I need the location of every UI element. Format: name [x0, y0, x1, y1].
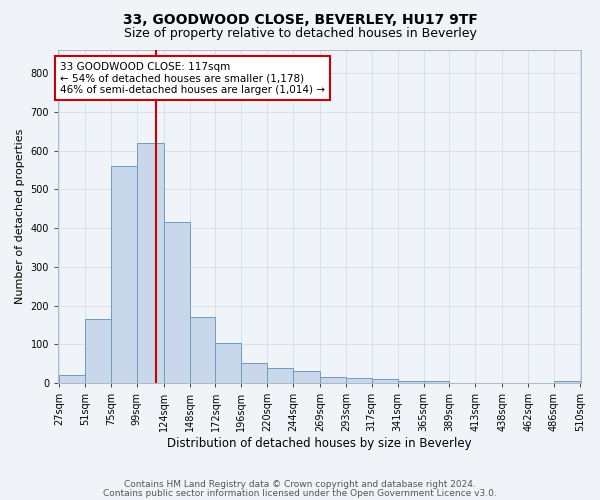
Bar — [293, 372, 320, 383]
Bar — [164, 222, 190, 383]
Bar — [241, 363, 267, 383]
Bar — [137, 143, 164, 383]
Bar — [267, 368, 293, 383]
Bar — [59, 376, 85, 383]
Y-axis label: Number of detached properties: Number of detached properties — [15, 129, 25, 304]
Bar — [190, 317, 215, 383]
Text: Size of property relative to detached houses in Beverley: Size of property relative to detached ho… — [124, 28, 476, 40]
Bar — [215, 343, 241, 383]
Text: Contains public sector information licensed under the Open Government Licence v3: Contains public sector information licen… — [103, 488, 497, 498]
Bar — [424, 382, 449, 383]
Text: 33 GOODWOOD CLOSE: 117sqm
← 54% of detached houses are smaller (1,178)
46% of se: 33 GOODWOOD CLOSE: 117sqm ← 54% of detac… — [60, 62, 325, 95]
Bar — [398, 381, 424, 383]
Bar — [372, 379, 398, 383]
Bar — [554, 381, 580, 383]
Bar — [346, 378, 372, 383]
Text: Contains HM Land Registry data © Crown copyright and database right 2024.: Contains HM Land Registry data © Crown c… — [124, 480, 476, 489]
Bar — [111, 166, 137, 383]
Bar — [320, 377, 346, 383]
X-axis label: Distribution of detached houses by size in Beverley: Distribution of detached houses by size … — [167, 437, 472, 450]
Bar — [85, 319, 111, 383]
Text: 33, GOODWOOD CLOSE, BEVERLEY, HU17 9TF: 33, GOODWOOD CLOSE, BEVERLEY, HU17 9TF — [122, 12, 478, 26]
